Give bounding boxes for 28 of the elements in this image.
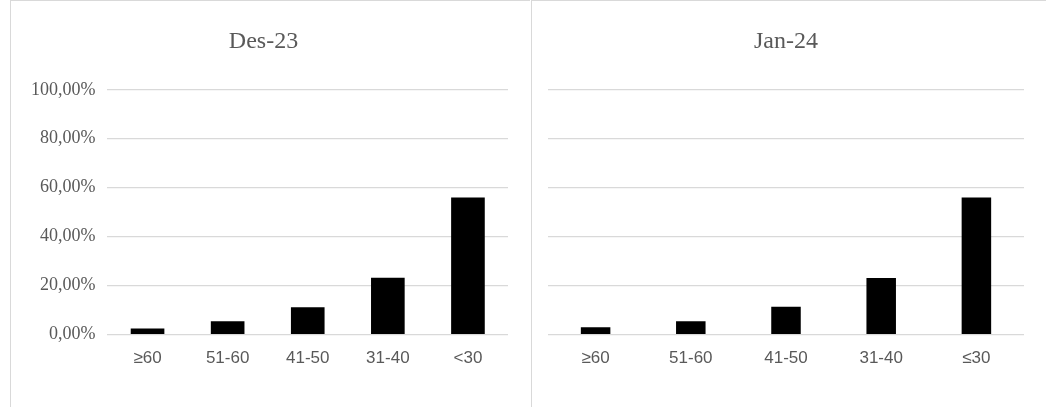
bar	[290, 307, 325, 334]
x-tick-label: ≥60	[581, 348, 610, 368]
y-tick-label: 0,00%	[48, 323, 96, 344]
bar	[866, 278, 896, 334]
y-tick-label: 100,00%	[30, 78, 96, 99]
x-tick-label: 51-60	[669, 348, 713, 368]
x-tick-label: 41-50	[286, 348, 330, 368]
x-tick-label: ≥60	[133, 348, 162, 368]
x-tick-label: 41-50	[764, 348, 808, 368]
x-tick-label: ≤30	[962, 348, 991, 368]
bar	[580, 327, 611, 334]
bar	[451, 197, 485, 334]
bar	[130, 328, 165, 334]
bar	[371, 277, 405, 334]
chart-title: Jan-24	[754, 26, 818, 53]
bar	[961, 197, 992, 334]
bar	[771, 306, 801, 334]
y-tick-label: 80,00%	[39, 127, 96, 148]
x-tick-label: 31-40	[859, 348, 903, 368]
y-tick-label: 60,00%	[39, 176, 96, 197]
y-tick-label: 40,00%	[39, 225, 96, 246]
x-tick-label: 51-60	[205, 348, 250, 368]
chart-title: Des-23	[228, 26, 299, 53]
bar	[210, 321, 245, 334]
y-tick-label: 20,00%	[39, 274, 96, 295]
bar	[676, 321, 706, 334]
x-tick-label: <30	[453, 348, 483, 368]
x-tick-label: 31-40	[366, 348, 410, 368]
